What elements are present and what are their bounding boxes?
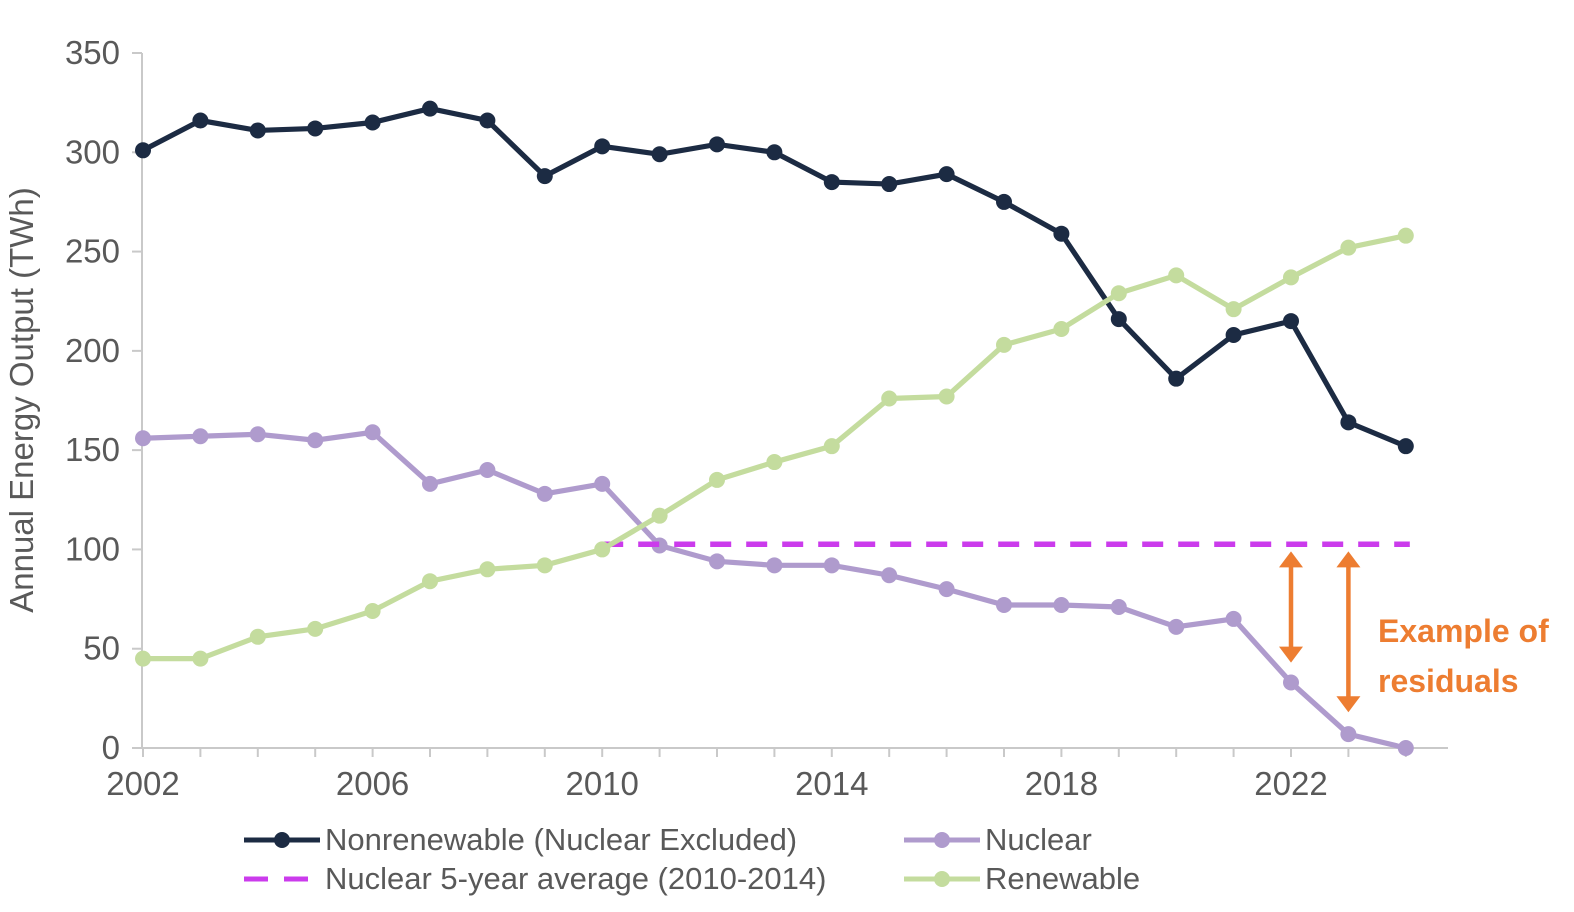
series-point-nuclear bbox=[1110, 599, 1127, 616]
series-point-renewable bbox=[479, 561, 496, 578]
series-point-nuclear bbox=[135, 430, 151, 447]
y-tick-label: 350 bbox=[65, 34, 120, 71]
y-tick-label: 50 bbox=[83, 630, 120, 667]
axes: 0 50 100 150 200 250 300 350 2002 2006 2010 2014 201… bbox=[3, 34, 1448, 802]
x-tick-label: 2010 bbox=[565, 765, 638, 802]
series-point-nonrenewable bbox=[938, 166, 955, 183]
series-point-nonrenewable bbox=[823, 174, 840, 191]
series-point-nuclear bbox=[1397, 740, 1414, 756]
y-tick-label: 300 bbox=[65, 133, 120, 170]
series-point-nuclear bbox=[709, 553, 725, 570]
series-point-nonrenewable bbox=[996, 193, 1012, 210]
series-point-renewable bbox=[766, 454, 783, 471]
series-point-renewable bbox=[1397, 227, 1414, 244]
series-point-renewable bbox=[996, 336, 1012, 353]
series-point-nuclear bbox=[422, 475, 438, 492]
y-tick-label: 200 bbox=[65, 332, 120, 369]
series-point-nonrenewable bbox=[709, 136, 725, 153]
series-point-nonrenewable bbox=[192, 112, 209, 129]
residual-arrow bbox=[1279, 551, 1303, 663]
series-point-nuclear bbox=[938, 581, 955, 598]
series-point-nonrenewable bbox=[536, 168, 553, 185]
series-point-nonrenewable bbox=[1053, 225, 1070, 242]
x-tick-label: 2022 bbox=[1254, 765, 1327, 802]
series-point-nuclear bbox=[536, 485, 553, 502]
y-tick-label: 250 bbox=[65, 233, 120, 270]
y-tick-label: 150 bbox=[65, 431, 120, 468]
series-point-nuclear bbox=[479, 462, 496, 478]
x-tick-label: 2018 bbox=[1025, 765, 1098, 802]
y-tick-label: 0 bbox=[102, 729, 120, 766]
series-point-nuclear bbox=[766, 557, 783, 574]
series-point-renewable bbox=[651, 507, 668, 524]
series-point-nuclear bbox=[1053, 597, 1070, 614]
series-point-renewable bbox=[1053, 321, 1070, 338]
series-point-nuclear bbox=[651, 537, 668, 554]
series-point-nonrenewable bbox=[1225, 326, 1242, 343]
residual-arrow bbox=[1336, 551, 1361, 713]
series-point-nuclear bbox=[594, 475, 611, 492]
series-point-nonrenewable bbox=[766, 144, 783, 161]
series-point-nonrenewable bbox=[135, 142, 151, 159]
series-point-nonrenewable bbox=[1110, 311, 1127, 328]
series-point-renewable bbox=[1168, 267, 1185, 284]
series-point-nonrenewable bbox=[422, 100, 438, 117]
series-point-nonrenewable bbox=[364, 114, 381, 131]
series-line-renewable bbox=[143, 233, 1407, 662]
series-point-nuclear bbox=[881, 567, 898, 584]
residuals-annotation-text: Example of bbox=[1378, 613, 1549, 649]
y-tick-label: 100 bbox=[65, 530, 120, 567]
series-point-nonrenewable bbox=[881, 176, 898, 193]
x-tick-label: 2002 bbox=[106, 765, 179, 802]
series-point-nonrenewable bbox=[1340, 414, 1357, 431]
series-point-nonrenewable bbox=[307, 120, 324, 137]
series-point-renewable bbox=[1283, 269, 1299, 286]
series-point-renewable bbox=[307, 620, 324, 637]
series-point-nonrenewable bbox=[1283, 313, 1299, 330]
series-point-renewable bbox=[881, 390, 898, 407]
series-point-renewable bbox=[135, 650, 151, 667]
series-point-nuclear bbox=[249, 426, 266, 443]
series-line-nuclear bbox=[142, 429, 1407, 751]
series-point-nonrenewable bbox=[651, 146, 668, 163]
series-point-renewable bbox=[249, 628, 266, 645]
series-point-renewable bbox=[422, 573, 438, 590]
series-point-nonrenewable bbox=[479, 112, 496, 129]
series-point-renewable bbox=[1340, 239, 1357, 256]
series-point-renewable bbox=[709, 471, 725, 488]
series-point-nonrenewable bbox=[249, 122, 266, 139]
series-point-renewable bbox=[594, 541, 611, 558]
series-point-nuclear bbox=[823, 557, 840, 574]
series-point-nonrenewable bbox=[1397, 438, 1414, 455]
series-point-nuclear bbox=[192, 428, 209, 445]
series-point-renewable bbox=[1225, 301, 1242, 318]
series-point-renewable bbox=[364, 602, 381, 619]
series-point-renewable bbox=[1110, 285, 1127, 302]
residuals-annotation-text: residuals bbox=[1378, 663, 1519, 699]
series-point-nuclear bbox=[1340, 726, 1357, 743]
series-point-renewable bbox=[823, 438, 840, 455]
series-point-nuclear bbox=[996, 597, 1012, 614]
series-point-nuclear bbox=[1225, 610, 1242, 627]
x-tick-label: 2006 bbox=[336, 765, 409, 802]
series-point-renewable bbox=[938, 388, 955, 405]
series-point-nonrenewable bbox=[1168, 370, 1185, 387]
series-point-nonrenewable bbox=[594, 138, 611, 155]
series-point-nuclear bbox=[1168, 618, 1185, 635]
series-point-nuclear bbox=[307, 432, 324, 449]
series-point-nuclear bbox=[1283, 674, 1299, 691]
x-tick-label: 2014 bbox=[795, 765, 868, 802]
series-point-nuclear bbox=[364, 424, 381, 441]
y-axis-title: Annual Energy Output (TWh) bbox=[3, 187, 40, 613]
series-point-renewable bbox=[536, 557, 553, 574]
series-point-renewable bbox=[192, 650, 209, 667]
